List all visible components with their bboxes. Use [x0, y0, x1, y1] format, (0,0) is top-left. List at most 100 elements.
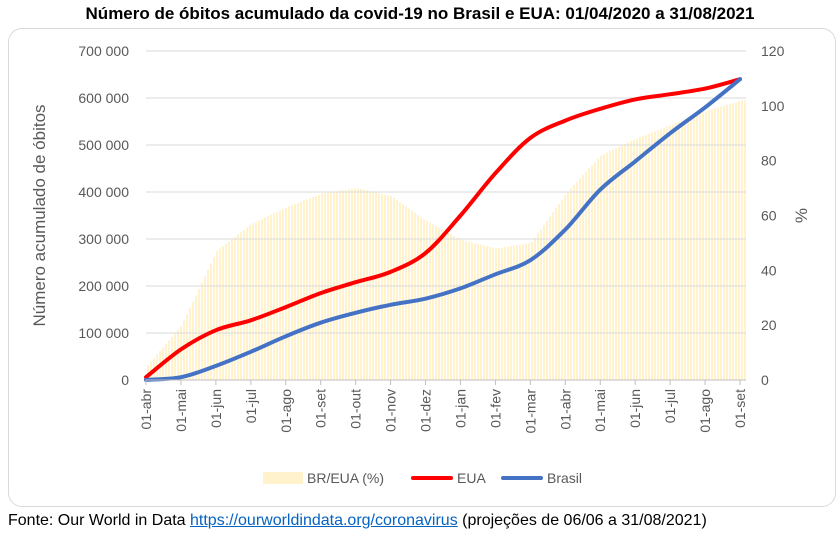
ratio-bar: [429, 222, 431, 380]
ratio-bar: [240, 232, 242, 380]
ratio-bar: [465, 241, 467, 380]
source-prefix: Fonte: Our World in Data: [8, 512, 190, 529]
ratio-bar: [504, 247, 506, 380]
y-tick-label: 500 000: [78, 137, 129, 153]
ratio-bar: [525, 243, 527, 380]
ratio-bar: [318, 194, 320, 380]
source-note: Fonte: Our World in Data https://ourworl…: [8, 512, 707, 530]
ratio-bar: [552, 212, 554, 380]
ratio-bar: [714, 108, 716, 380]
ratio-bar: [672, 124, 674, 380]
ratio-bar: [609, 151, 611, 380]
x-tick-label: 01-abr: [557, 389, 573, 430]
y-axis-title: Número acumulado de óbitos: [30, 104, 49, 326]
ratio-bar: [216, 251, 218, 380]
y2-tick-label: 60: [761, 208, 777, 224]
ratio-bar: [390, 196, 392, 380]
ratio-bar: [273, 213, 275, 380]
ratio-bar: [357, 188, 359, 380]
ratio-bar: [456, 237, 458, 380]
ratio-bar: [267, 216, 269, 380]
source-link[interactable]: https://ourworldindata.org/coronavirus: [190, 512, 458, 529]
axes: 0 100 000 200 000 300 000 400 000 500 000 600 …: [30, 43, 811, 433]
ratio-bar: [636, 138, 638, 380]
ratio-bar: [741, 100, 743, 381]
x-tick-label: 01-dez: [418, 389, 434, 432]
ratio-bar: [690, 117, 692, 380]
ratio-bar: [441, 229, 443, 380]
ratio-bar: [684, 119, 686, 380]
ratio-bar: [597, 158, 599, 380]
ratio-bar: [399, 202, 401, 380]
ratio-bar: [384, 194, 386, 380]
ratio-bar: [249, 225, 251, 380]
x-tick-label: 01-out: [348, 389, 364, 429]
ratio-bar: [642, 136, 644, 380]
ratio-bar: [627, 142, 629, 380]
ratio-bar: [543, 225, 545, 380]
x-tick-label: 01-mai: [592, 389, 608, 432]
ratio-bar: [468, 241, 470, 380]
ratio-bar: [489, 246, 491, 380]
ratio-bar: [288, 206, 290, 380]
ratio-bar: [507, 246, 509, 380]
x-tick-label: 01-set: [313, 389, 329, 428]
x-tick-label: 01-set: [732, 389, 748, 428]
ratio-bar: [522, 244, 524, 380]
ratio-bar: [594, 162, 596, 380]
ratio-bar: [564, 195, 566, 380]
y2-tick-label: 80: [761, 153, 777, 169]
ratio-bar: [471, 242, 473, 380]
chart-area: 0 100 000 200 000 300 000 400 000 500 000 600 …: [8, 28, 836, 507]
ratio-bar: [408, 208, 410, 380]
ratio-bar: [693, 116, 695, 380]
ratio-bar: [402, 204, 404, 380]
ratio-bar: [309, 198, 311, 380]
ratio-bar: [474, 243, 476, 380]
ratio-bar: [666, 126, 668, 380]
ratio-bar: [486, 246, 488, 380]
ratio-bar: [480, 244, 482, 380]
ratio-bar: [297, 202, 299, 380]
ratio-bar: [222, 246, 224, 380]
ratio-bar: [705, 111, 707, 381]
ratio-bar: [501, 247, 503, 380]
ratio-bar: [657, 130, 659, 380]
ratio-bar: [600, 155, 602, 380]
ratio-bar: [225, 244, 227, 380]
ratio-bar: [528, 243, 530, 380]
ratio-bar: [264, 217, 266, 380]
ratio-bar: [726, 104, 728, 380]
ratio-bar: [645, 134, 647, 380]
ratio-bar: [624, 144, 626, 380]
legend: BR/EUA (%) EUA Brasil: [263, 470, 582, 486]
ratio-bar: [438, 227, 440, 380]
ratio-bar: [378, 193, 380, 380]
ratio-bar: [537, 233, 539, 380]
ratio-bar: [498, 248, 500, 380]
ratio-bar: [744, 100, 746, 381]
y-tick-label: 0: [121, 372, 129, 388]
ratio-bar: [639, 137, 641, 380]
ratio-bar: [711, 109, 713, 380]
ratio-bar: [426, 221, 428, 380]
ratio-bar: [237, 234, 239, 380]
x-tick-label: 01-jun: [208, 389, 224, 428]
ratio-bar: [570, 188, 572, 380]
ratio-bar: [285, 207, 287, 380]
ratio-bar: [447, 232, 449, 380]
ratio-bar: [453, 236, 455, 380]
y2-tick-label: 0: [761, 372, 769, 388]
ratio-bar: [213, 257, 215, 380]
x-tick-label: 01-mar: [522, 389, 538, 434]
ratio-bar: [606, 152, 608, 380]
ratio-bar: [366, 190, 368, 380]
x-tick-label: 01-jul: [243, 389, 259, 423]
ratio-bar: [675, 123, 677, 380]
ratio-bar: [621, 145, 623, 380]
x-tick-label: 01-ago: [697, 389, 713, 433]
ratio-bar: [291, 205, 293, 380]
ratio-bar: [723, 105, 725, 380]
ratio-bar: [612, 149, 614, 380]
ratio-bar: [198, 289, 200, 380]
